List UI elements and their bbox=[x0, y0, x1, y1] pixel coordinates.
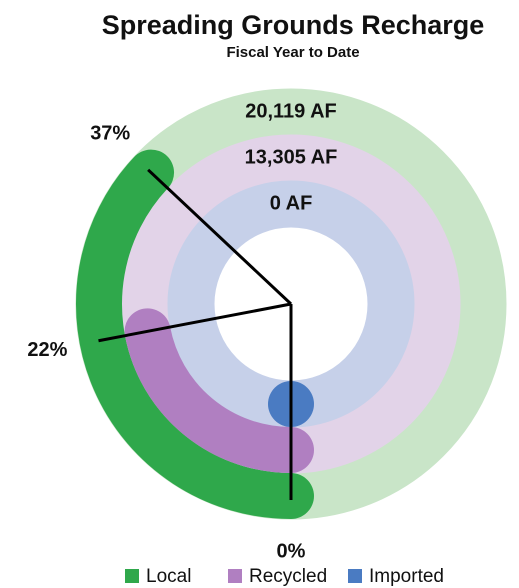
pointer-line bbox=[98, 302, 292, 343]
chart-subtitle: Fiscal Year to Date bbox=[226, 44, 359, 61]
chart-title: Spreading Grounds Recharge bbox=[102, 10, 485, 40]
percent-label: 0% bbox=[277, 540, 306, 562]
legend-label: Recycled bbox=[249, 566, 327, 587]
progress-arc bbox=[124, 308, 314, 473]
total-label: 13,305 AF bbox=[245, 146, 338, 168]
total-label: 0 AF bbox=[270, 192, 313, 214]
progress-arc bbox=[76, 149, 314, 519]
legend-swatch bbox=[125, 569, 139, 583]
legend-label: Imported bbox=[369, 566, 444, 587]
legend-swatch bbox=[228, 569, 242, 583]
legend-label: Local bbox=[146, 566, 191, 587]
legend-swatch bbox=[348, 569, 362, 583]
percent-label: 37% bbox=[90, 123, 130, 145]
percent-label: 22% bbox=[27, 339, 67, 361]
total-label: 20,119 AF bbox=[245, 100, 337, 122]
pointer-line bbox=[147, 168, 293, 306]
